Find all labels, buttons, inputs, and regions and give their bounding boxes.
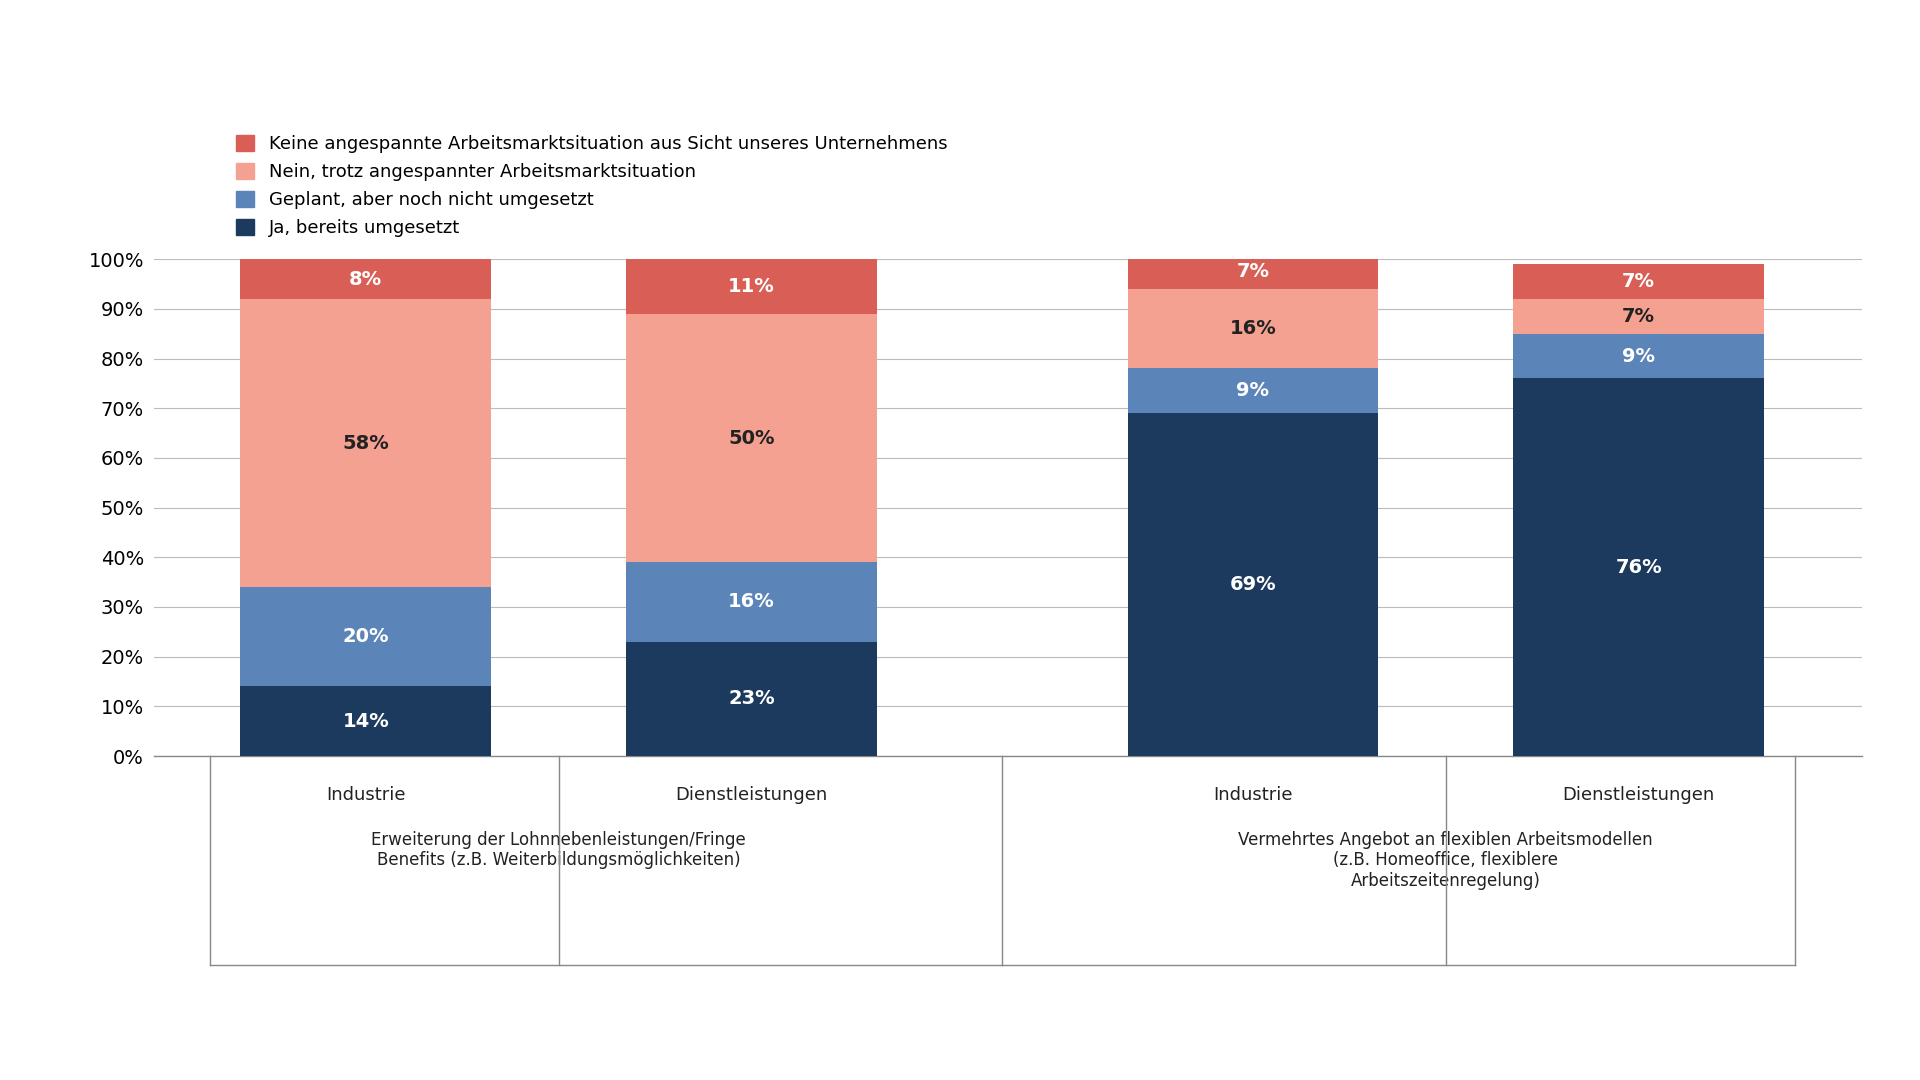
Text: 16%: 16% [1229,320,1277,338]
Bar [1127,254,1379,289]
Text: 8%: 8% [349,270,382,288]
Text: Dienstleistungen: Dienstleistungen [676,786,828,804]
Bar [626,259,877,314]
Text: 76%: 76% [1615,557,1663,577]
Text: Industrie: Industrie [326,786,405,804]
Bar [626,563,877,642]
Bar [1513,378,1764,756]
Bar [1127,414,1379,756]
Text: 7%: 7% [1236,262,1269,281]
Text: 7%: 7% [1622,307,1655,326]
Text: 20%: 20% [342,627,390,646]
Bar [626,642,877,756]
Text: 14%: 14% [342,712,390,731]
Text: Erweiterung der Lohnnebenleistungen/Fringe
Benefits (z.B. Weiterbildungsmöglichk: Erweiterung der Lohnnebenleistungen/Frin… [371,831,747,869]
Text: 11%: 11% [728,278,776,296]
Text: 69%: 69% [1229,576,1277,594]
Bar [1513,334,1764,378]
Text: 7%: 7% [1622,272,1655,291]
Bar [1127,368,1379,414]
Bar [1127,289,1379,368]
Text: 23%: 23% [728,689,776,708]
Bar [1513,299,1764,334]
Bar [240,588,492,687]
Text: 9%: 9% [1236,381,1269,401]
Bar [240,299,492,588]
Text: 9%: 9% [1622,347,1655,365]
Bar [1513,265,1764,299]
Text: 50%: 50% [728,429,776,447]
Legend: Keine angespannte Arbeitsmarktsituation aus Sicht unseres Unternehmens, Nein, tr: Keine angespannte Arbeitsmarktsituation … [230,130,952,243]
Text: 16%: 16% [728,593,776,611]
Text: Industrie: Industrie [1213,786,1292,804]
Text: Vermehrtes Angebot an flexiblen Arbeitsmodellen
(z.B. Homeoffice, flexiblere
Arb: Vermehrtes Angebot an flexiblen Arbeitsm… [1238,831,1653,890]
Text: 58%: 58% [342,433,390,453]
Text: Dienstleistungen: Dienstleistungen [1563,786,1715,804]
Bar [240,259,492,299]
Bar [240,687,492,756]
Bar [626,314,877,563]
